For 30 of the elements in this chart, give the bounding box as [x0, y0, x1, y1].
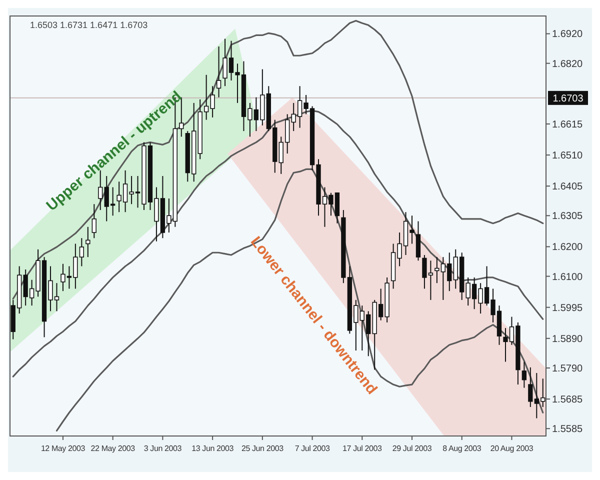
y-tick-label: 1.6820	[552, 58, 584, 70]
x-tick-label: 29 Jul 2003	[392, 444, 432, 453]
candlestick	[86, 226, 90, 258]
y-tick-label: 1.6305	[552, 211, 584, 222]
x-tick-label: 13 Jun 2003	[192, 444, 234, 453]
ref-line-label: 1.6703	[552, 93, 584, 104]
x-tick-label: 7 Jul 2003	[294, 444, 330, 453]
y-tick-label: 1.5790	[552, 363, 584, 374]
y-tick-label: 1.5995	[552, 302, 584, 314]
y-tick-label: 1.5685	[552, 394, 584, 406]
x-tick-label: 22 May 2003	[90, 444, 136, 453]
x-tick-label: 20 Aug 2003	[490, 444, 534, 453]
candlestick	[216, 46, 222, 98]
y-tick-label: 1.6615	[552, 119, 584, 130]
y-tick-label: 1.6100	[552, 272, 584, 283]
x-tick-label: 8 Aug 2003	[442, 444, 482, 453]
annotation: 1.6503 1.6731 1.6471 1.6703	[30, 20, 148, 30]
candlestick	[416, 220, 421, 262]
y-tick-label: 1.6405	[552, 182, 584, 193]
x-tick-label: 12 May 2003	[40, 444, 86, 453]
y-tick-label: 1.6920	[552, 29, 584, 40]
y-tick-label: 1.6200	[552, 242, 584, 254]
x-tick-label: 3 Jun 2003	[144, 444, 182, 453]
x-tick-label: 17 Jul 2003	[342, 444, 382, 453]
candlestick	[522, 361, 527, 388]
x-tick-label: 25 Jun 2003	[241, 444, 284, 453]
y-tick-label: 1.5890	[552, 334, 584, 345]
y-tick-label: 1.6510	[552, 150, 584, 162]
candlestick	[92, 204, 96, 239]
y-tick-label: 1.5585	[552, 424, 584, 436]
